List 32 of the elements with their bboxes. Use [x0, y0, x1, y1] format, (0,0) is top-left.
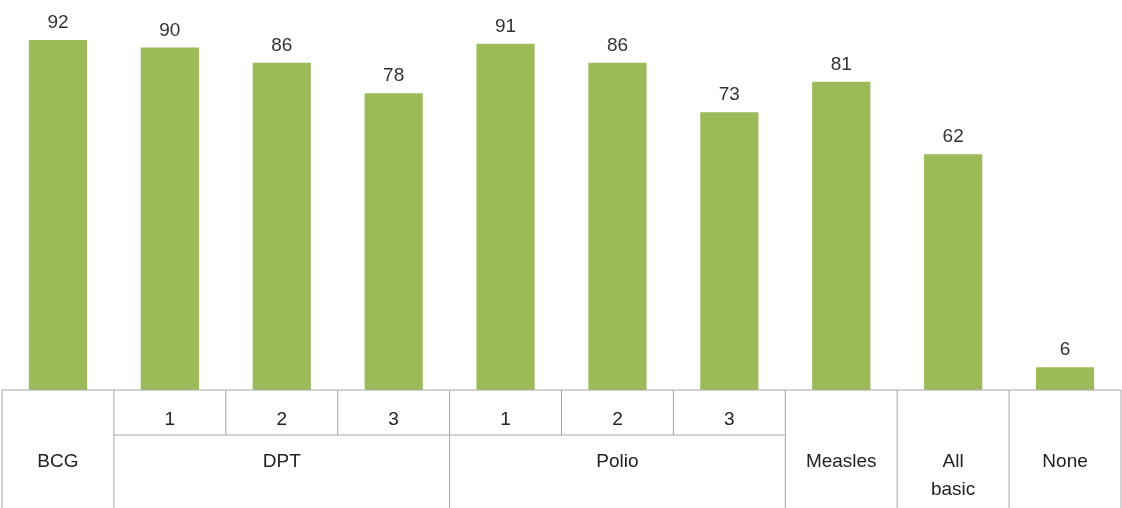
x-tick-label: 3: [388, 408, 399, 429]
bar: [924, 154, 983, 390]
data-label: 78: [383, 64, 405, 86]
x-tick-label: 1: [500, 408, 511, 429]
data-label: 91: [494, 14, 517, 36]
data-label: 6: [1059, 338, 1071, 360]
x-tick-label: Measles: [805, 450, 877, 471]
bar: [476, 43, 535, 390]
data-label: 86: [271, 33, 293, 55]
data-label: 73: [718, 83, 740, 105]
bar: [364, 93, 423, 390]
bar: [252, 62, 311, 390]
text: DPT: [262, 450, 302, 471]
bar: [812, 81, 871, 390]
x-tick-label: 1: [164, 408, 176, 429]
data-label: 86: [606, 33, 629, 55]
bar: [700, 112, 759, 390]
x-tick-label: All basic: [930, 450, 976, 499]
x-tick-label: 3: [724, 408, 735, 429]
data-label: 81: [830, 52, 852, 74]
bar: [28, 40, 88, 390]
bar: [1035, 367, 1095, 390]
x-tick-label: 2: [276, 408, 288, 429]
x-tick-label: BCG: [37, 450, 79, 471]
x-tick-label: None: [1042, 450, 1088, 471]
data-label: 62: [942, 125, 964, 147]
data-label: 90: [159, 18, 181, 40]
bar: [140, 47, 199, 390]
bar: [588, 62, 647, 390]
x-tick-label: 2: [612, 408, 623, 429]
data-label: 92: [47, 11, 69, 32]
text: Polio: [596, 450, 639, 471]
